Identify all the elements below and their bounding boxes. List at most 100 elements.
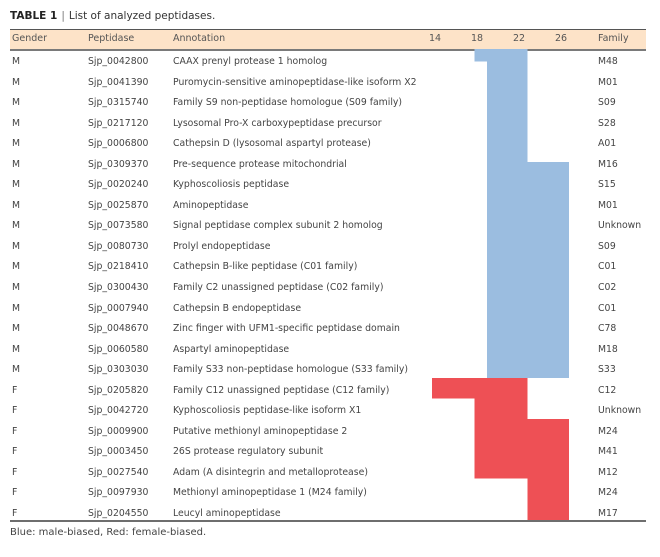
- cell-gender: M: [12, 199, 21, 211]
- cell-gender: M: [12, 261, 21, 273]
- cell-annotation: Adam (A disintegrin and metalloprotease): [173, 466, 368, 478]
- cell-peptidase: Sjp_0097930: [88, 487, 149, 499]
- table-label: TABLE 1: [10, 10, 58, 22]
- cell-gender: M: [12, 117, 21, 129]
- table-bottom-rule: [10, 520, 646, 522]
- table-row: M Sjp_0048670 Zinc finger with UFM1-specif…: [10, 318, 646, 339]
- table-row: M Sjp_0060580 Aspartyl aminopeptidase M18: [10, 339, 646, 360]
- cell-family: M48: [598, 56, 618, 67]
- cell-annotation: Methionyl aminopeptidase 1 (M24 family): [173, 487, 367, 499]
- table-row: F Sjp_0003450 26S protease regulatory subu…: [10, 441, 646, 462]
- cell-gender: M: [12, 343, 21, 355]
- cell-gender: M: [12, 179, 21, 191]
- table-row: F Sjp_0205820 Family C12 unassigned peptid…: [10, 380, 646, 401]
- table-row: M Sjp_0303030 Family S33 non-peptidase hom…: [10, 359, 646, 380]
- cell-family: M24: [598, 425, 618, 437]
- cell-family: S09: [598, 240, 616, 252]
- cell-peptidase: Sjp_0073580: [88, 220, 149, 232]
- header-day-18: 18: [471, 33, 484, 44]
- cell-annotation: Prolyl endopeptidase: [173, 240, 271, 252]
- header-gender: Gender: [12, 33, 48, 44]
- cell-gender: M: [12, 158, 21, 170]
- cell-gender: M: [12, 220, 21, 232]
- cell-family: M17: [598, 508, 618, 520]
- cell-family: S15: [598, 179, 616, 191]
- cell-annotation: Cathepsin B-like peptidase (C01 family): [173, 261, 358, 273]
- cell-gender: M: [12, 282, 21, 294]
- cell-annotation: Putative methionyl aminopeptidase 2: [173, 425, 348, 437]
- cell-peptidase: Sjp_0006800: [88, 138, 149, 150]
- table-caption: TABLE 1 | List of analyzed peptidases.: [10, 10, 215, 22]
- cell-family: M01: [598, 76, 618, 88]
- cell-family: C12: [598, 384, 617, 396]
- cell-peptidase: Sjp_0080730: [88, 240, 149, 252]
- cell-peptidase: Sjp_0303030: [88, 364, 149, 376]
- cell-annotation: Family S33 non-peptidase homologue (S33 …: [173, 364, 408, 376]
- caption-separator: |: [61, 10, 65, 22]
- cell-gender: M: [12, 76, 21, 88]
- cell-peptidase: Sjp_0309370: [88, 158, 149, 170]
- table-row: M Sjp_0217120 Lysosomal Pro-X carboxypepti…: [10, 113, 646, 134]
- peptidase-table: Gender Peptidase Annotation 14 18 22 26 …: [10, 29, 646, 524]
- cell-family: S33: [598, 364, 616, 376]
- header-day-14: 14: [429, 33, 442, 44]
- cell-gender: F: [12, 425, 18, 437]
- cell-peptidase: Sjp_0315740: [88, 97, 149, 109]
- cell-peptidase: Sjp_0205820: [88, 384, 149, 396]
- cell-peptidase: Sjp_0007940: [88, 302, 149, 314]
- cell-peptidase: Sjp_0041390: [88, 76, 149, 88]
- cell-family: M12: [598, 466, 618, 478]
- cell-gender: M: [12, 56, 21, 67]
- table-body: M Sjp_0042800 CAAX prenyl protease 1 homol…: [10, 51, 646, 524]
- table-row: M Sjp_0300430 Family C2 unassigned peptida…: [10, 277, 646, 298]
- header-family: Family: [598, 33, 629, 44]
- cell-family: S28: [598, 117, 616, 129]
- cell-peptidase: Sjp_0003450: [88, 446, 149, 458]
- table-row: M Sjp_0041390 Puromycin-sensitive aminopep…: [10, 72, 646, 93]
- header-day-26: 26: [555, 33, 568, 44]
- table-row: M Sjp_0020240 Kyphoscoliosis peptidase S15: [10, 174, 646, 195]
- cell-family: C01: [598, 302, 617, 314]
- cell-gender: M: [12, 138, 21, 150]
- cell-annotation: Aspartyl aminopeptidase: [173, 343, 290, 355]
- cell-annotation: Family C12 unassigned peptidase (C12 fam…: [173, 384, 390, 396]
- cell-gender: M: [12, 97, 21, 109]
- cell-family: M24: [598, 487, 618, 499]
- cell-gender: M: [12, 302, 21, 314]
- cell-gender: F: [12, 384, 18, 396]
- cell-peptidase: Sjp_0217120: [88, 117, 149, 129]
- cell-peptidase: Sjp_0300430: [88, 282, 149, 294]
- table-row: M Sjp_0218410 Cathepsin B-like peptidase (…: [10, 256, 646, 277]
- table-row: M Sjp_0073580 Signal peptidase complex sub…: [10, 215, 646, 236]
- cell-gender: F: [12, 466, 18, 478]
- cell-annotation: Puromycin-sensitive aminopeptidase-like …: [173, 76, 417, 88]
- cell-gender: F: [12, 487, 18, 499]
- cell-peptidase: Sjp_0027540: [88, 466, 149, 478]
- cell-annotation: CAAX prenyl protease 1 homolog: [173, 56, 328, 67]
- cell-annotation: 26S protease regulatory subunit: [173, 446, 324, 458]
- table-footnote: Blue: male-biased, Red: female-biased.: [10, 527, 207, 538]
- cell-annotation: Lysosomal Pro-X carboxypeptidase precurs…: [173, 117, 382, 129]
- header-annotation: Annotation: [173, 33, 226, 44]
- table-row: M Sjp_0080730 Prolyl endopeptidase S09: [10, 236, 646, 257]
- table-row: M Sjp_0025870 Aminopeptidase M01: [10, 195, 646, 216]
- cell-annotation: Aminopeptidase: [173, 199, 249, 211]
- table-row: F Sjp_0009900 Putative methionyl aminopept…: [10, 421, 646, 442]
- table-row: F Sjp_0097930 Methionyl aminopeptidase 1 (…: [10, 482, 646, 503]
- cell-peptidase: Sjp_0204550: [88, 508, 149, 520]
- cell-annotation: Family C2 unassigned peptidase (C02 fami…: [173, 282, 384, 294]
- cell-annotation: Cathepsin D (lysosomal aspartyl protease…: [173, 138, 371, 150]
- header-peptidase: Peptidase: [88, 33, 135, 44]
- table-row: F Sjp_0204550 Leucyl aminopeptidase M17: [10, 503, 646, 524]
- cell-annotation: Zinc finger with UFM1-specific peptidase…: [173, 323, 400, 335]
- cell-peptidase: Sjp_0025870: [88, 199, 149, 211]
- header-day-22: 22: [513, 33, 526, 44]
- cell-peptidase: Sjp_0048670: [88, 323, 149, 335]
- cell-peptidase: Sjp_0042800: [88, 56, 149, 67]
- cell-annotation: Family S9 non-peptidase homologue (S09 f…: [173, 97, 403, 109]
- cell-annotation: Cathepsin B endopeptidase: [173, 302, 302, 314]
- cell-peptidase: Sjp_0020240: [88, 179, 149, 191]
- table-row: F Sjp_0042720 Kyphoscoliosis peptidase-lik…: [10, 400, 646, 421]
- cell-gender: F: [12, 405, 18, 417]
- table-row: M Sjp_0315740 Family S9 non-peptidase homo…: [10, 92, 646, 113]
